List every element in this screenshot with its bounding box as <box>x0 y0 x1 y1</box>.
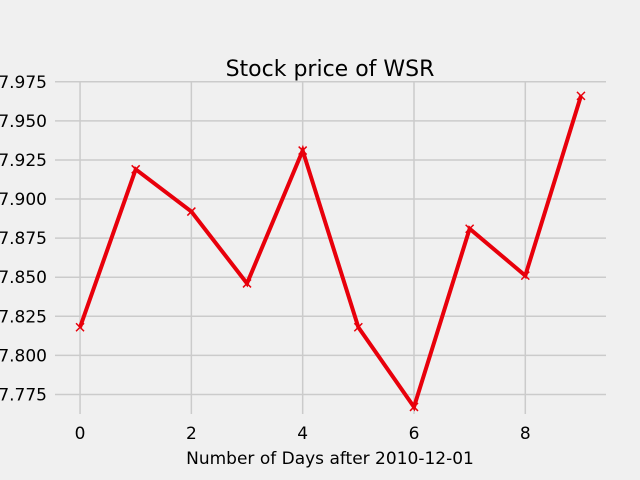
series-layer <box>75 91 586 412</box>
x-axis-label: Number of Days after 2010-12-01 <box>186 449 474 469</box>
chart-title: Stock price of WSR <box>226 57 435 82</box>
x-tick-label: 6 <box>409 424 420 444</box>
y-tick-label: 7.825 <box>0 307 47 327</box>
tick-labels: 0 2 4 6 8 7.775 7.800 7.825 7.850 7.875 7.900 7.925… <box>0 73 531 444</box>
x-tick-label: 4 <box>297 424 308 444</box>
y-tick-label: 7.925 <box>0 151 47 171</box>
y-tick-label: 7.850 <box>0 268 47 288</box>
data-point-marker <box>576 91 586 101</box>
series-line <box>78 95 583 412</box>
data-point-marker <box>298 146 308 156</box>
y-tick-label: 7.975 <box>0 73 47 93</box>
y-tick-label: 7.950 <box>0 112 47 132</box>
x-tick-label: 8 <box>520 424 531 444</box>
data-point-marker <box>242 278 252 288</box>
data-point-marker <box>131 164 141 174</box>
y-tick-label: 7.775 <box>0 385 47 405</box>
grid-lines <box>55 81 606 414</box>
data-point-marker <box>186 207 196 217</box>
x-tick-label: 2 <box>186 424 197 444</box>
data-point-marker <box>520 271 530 281</box>
data-point-marker <box>465 224 475 234</box>
y-tick-label: 7.875 <box>0 229 47 249</box>
data-point-marker <box>353 322 363 332</box>
y-tick-label: 7.900 <box>0 190 47 210</box>
x-tick-label: 0 <box>75 424 86 444</box>
data-point-marker <box>409 402 419 412</box>
y-tick-label: 7.800 <box>0 346 47 366</box>
data-point-marker <box>75 322 85 332</box>
